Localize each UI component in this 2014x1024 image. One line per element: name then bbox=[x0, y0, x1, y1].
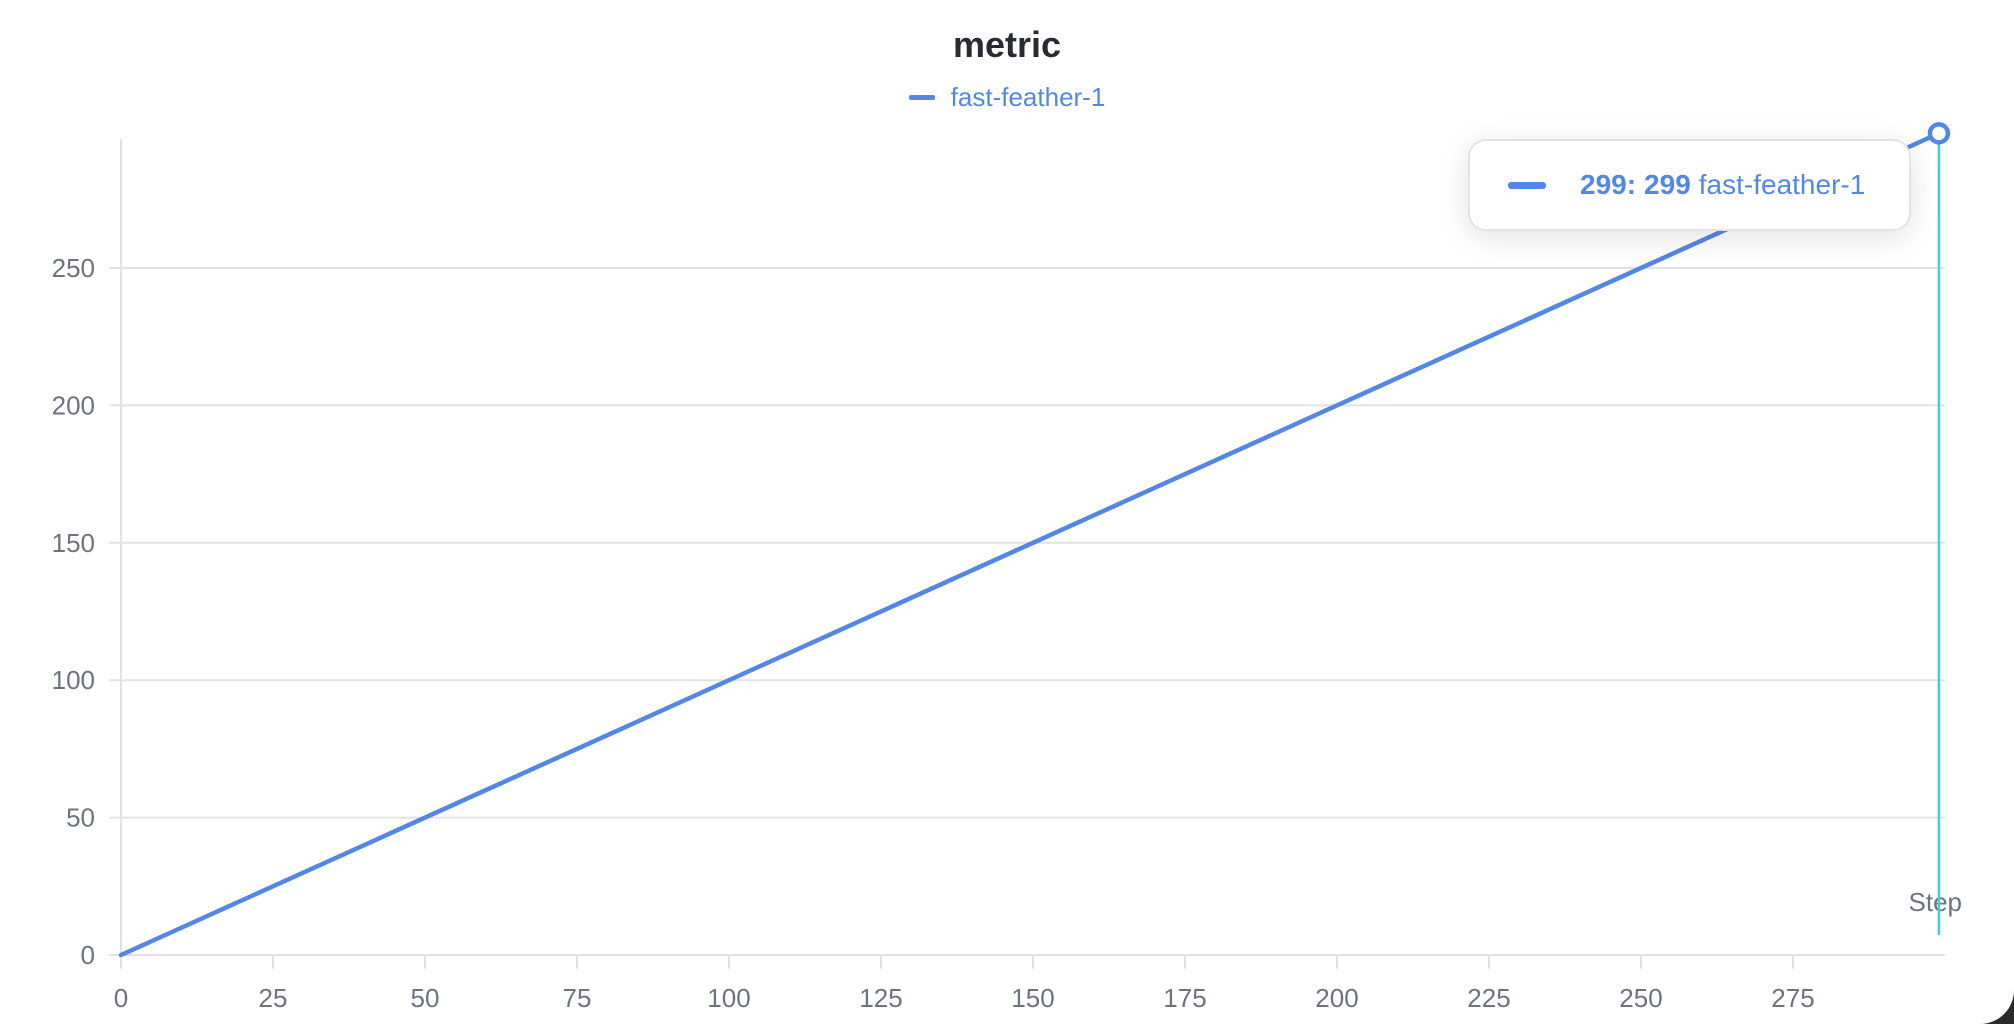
tooltip-swatch bbox=[1508, 181, 1546, 189]
tooltip-series: fast-feather-1 bbox=[1698, 169, 1866, 200]
x-tick-label: 25 bbox=[259, 983, 288, 1013]
x-tick-label: 100 bbox=[707, 983, 750, 1013]
y-tick-label: 100 bbox=[52, 665, 95, 695]
y-tick-label: 150 bbox=[52, 528, 95, 558]
tooltip-y: 299 bbox=[1644, 169, 1691, 200]
x-tick-label: 225 bbox=[1467, 983, 1510, 1013]
x-tick-label: 150 bbox=[1011, 983, 1054, 1013]
y-tick-label: 250 bbox=[52, 253, 95, 283]
x-tick-label: 0 bbox=[114, 983, 128, 1013]
series-line bbox=[118, 131, 1942, 958]
x-tick-label: 200 bbox=[1315, 983, 1358, 1013]
y-tick-label: 0 bbox=[81, 940, 95, 970]
x-tick-label: 125 bbox=[859, 983, 902, 1013]
hover-point bbox=[1927, 122, 1951, 145]
hover-tooltip: 299: 299 fast-feather-1 bbox=[1468, 139, 1911, 231]
tooltip-value: 299: bbox=[1580, 169, 1637, 200]
chart-title: metric bbox=[952, 24, 1062, 65]
legend[interactable]: fast-feather-1 bbox=[0, 82, 2014, 113]
x-tick-label: 275 bbox=[1771, 983, 1814, 1013]
x-axis-label: Step bbox=[1909, 887, 1963, 917]
legend-label: fast-feather-1 bbox=[950, 82, 1106, 112]
y-tick-label: 200 bbox=[52, 390, 95, 420]
x-tick-label: 50 bbox=[411, 983, 440, 1013]
x-tick-label: 250 bbox=[1619, 983, 1662, 1013]
x-tick-label: 175 bbox=[1163, 983, 1206, 1013]
x-tick-label: 75 bbox=[563, 983, 592, 1013]
legend-swatch bbox=[908, 95, 935, 100]
y-tick-label: 50 bbox=[66, 803, 95, 833]
